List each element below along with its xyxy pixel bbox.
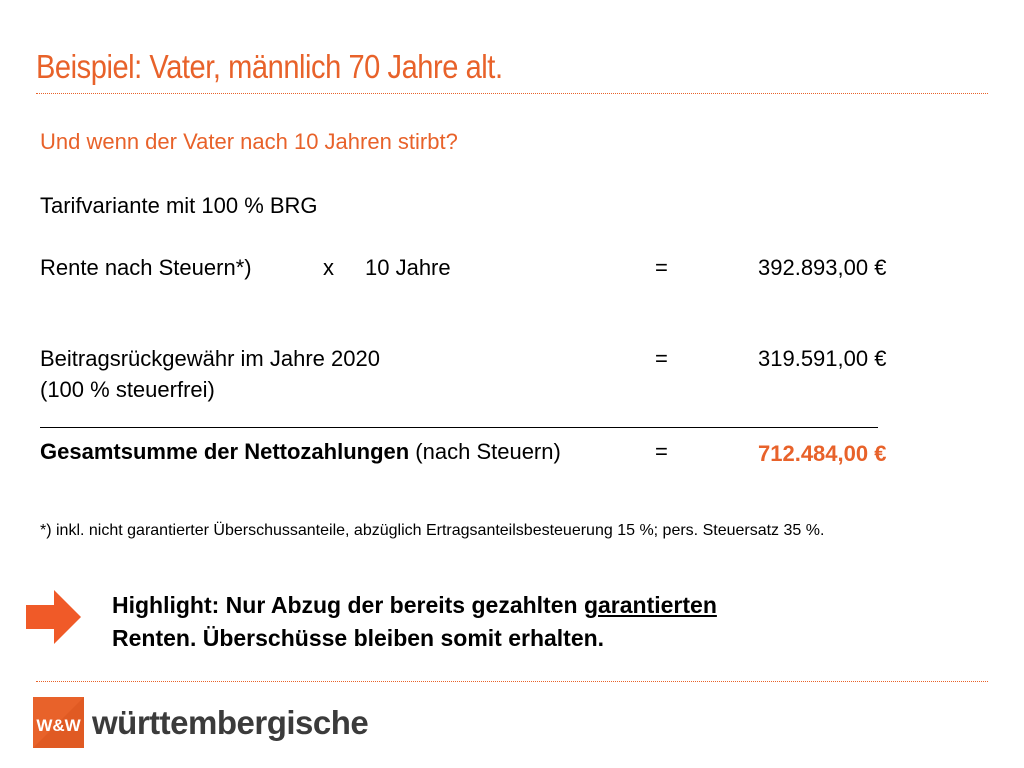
highlight-line-1: Highlight: Nur Abzug der bereits gezahlt… [112,589,717,622]
total-equals: = [655,439,668,464]
slide-subtitle: Und wenn der Vater nach 10 Jahren stirbt… [40,129,458,154]
rente-multiplier: x [323,255,334,280]
rente-amount: 392.893,00 € [758,255,887,280]
ww-logo-icon: W&W [33,697,84,748]
brand-name: württembergische [92,704,369,741]
brg-equals: = [655,346,668,371]
highlight-line-2: Renten. Überschüsse bleiben somit erhalt… [112,625,605,651]
footnote: *) inkl. nicht garantierter Überschussan… [40,522,825,539]
highlight-underlined-word: garantierten [583,592,717,618]
total-label-bold: Gesamtsumme der Nettozahlungen [40,439,410,464]
highlight-text: Highlight: Nur Abzug der bereits gezahlt… [112,589,717,655]
top-divider [36,93,988,94]
brg-amount: 319.591,00 € [758,346,887,371]
total-label-rest: (nach Steuern) [409,439,561,464]
logo-text: W&W [36,716,81,735]
sum-rule [40,427,878,428]
brg-sublabel: (100 % steuerfrei) [40,377,215,402]
rente-years: 10 Jahre [365,255,451,280]
rente-label: Rente nach Steuern*) [40,255,252,280]
total-amount: 712.484,00 € [758,441,887,466]
brg-label: Beitragsrückgewähr im Jahre 2020 [40,346,380,371]
rente-equals: = [655,255,668,280]
bottom-divider [36,681,988,682]
arrow-right-icon [26,590,81,644]
slide-title: Beispiel: Vater, männlich 70 Jahre alt. [36,48,503,85]
total-label: Gesamtsumme der Nettozahlungen (nach Ste… [40,441,561,463]
highlight-line-1-text: Highlight: Nur Abzug der bereits gezahlt… [112,592,584,618]
tarif-variant: Tarifvariante mit 100 % BRG [40,193,318,218]
